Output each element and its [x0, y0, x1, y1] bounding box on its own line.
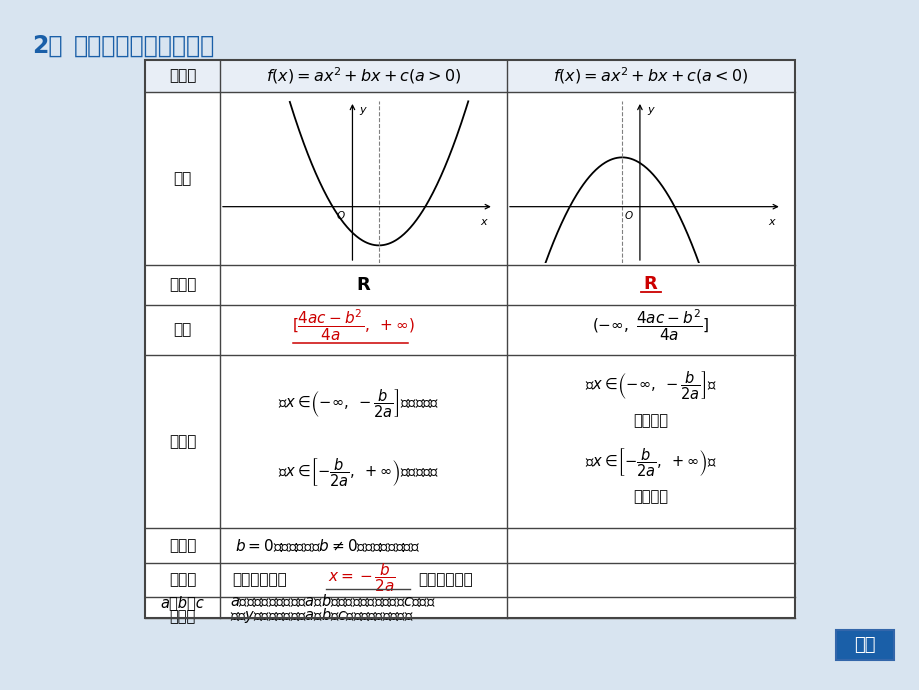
Text: 图象: 图象	[173, 171, 191, 186]
Text: $a$决定图象开口方向，$a$与$b$共同决定对称轴位置，$c$决定图: $a$决定图象开口方向，$a$与$b$共同决定对称轴位置，$c$决定图	[230, 592, 436, 609]
Bar	[145, 60, 794, 618]
Text: 图象关于直线: 图象关于直线	[232, 573, 287, 587]
Text: $y$: $y$	[646, 105, 655, 117]
Text: $f(x)=ax^2+bx+c(a>0)$: $f(x)=ax^2+bx+c(a>0)$	[266, 66, 460, 86]
Text: 定义域: 定义域	[168, 277, 196, 293]
Text: 的作用: 的作用	[169, 609, 196, 624]
Text: $b=0$时为偶函数，$b\neq 0$时为非奇非偶函数: $b=0$时为偶函数，$b\neq 0$时为非奇非偶函数	[234, 537, 420, 554]
Text: a、b、c: a、b、c	[161, 595, 204, 610]
Text: $x$: $x$	[767, 217, 777, 227]
Text: $\mathbf{R}$: $\mathbf{R}$	[642, 275, 658, 293]
Text: $(-\infty,\ \dfrac{4ac-b^2}{4a}]$: $(-\infty,\ \dfrac{4ac-b^2}{4a}]$	[592, 307, 709, 343]
Text: 奇偶性: 奇偶性	[168, 538, 196, 553]
Text: 成轴对称图形: 成轴对称图形	[417, 573, 472, 587]
Text: 值域: 值域	[173, 322, 191, 337]
Text: 对称性: 对称性	[168, 573, 196, 587]
Text: $x$: $x$	[480, 217, 489, 227]
Text: 在$x\in\!\left(-\infty,\ -\dfrac{b}{2a}\right]$上单调递减: 在$x\in\!\left(-\infty,\ -\dfrac{b}{2a}\r…	[278, 387, 438, 420]
Text: $O$: $O$	[335, 210, 346, 221]
Text: 单调递减: 单调递减	[633, 489, 668, 504]
Text: 单调递增: 单调递增	[633, 413, 668, 428]
Text: $[\dfrac{4ac-b^2}{4a},\ +\infty)$: $[\dfrac{4ac-b^2}{4a},\ +\infty)$	[291, 307, 414, 343]
Text: 在$x\in\!\left[-\dfrac{b}{2a},\ +\infty\right)$上单调递增: 在$x\in\!\left[-\dfrac{b}{2a},\ +\infty\r…	[278, 456, 438, 489]
Text: $y$: $y$	[358, 105, 368, 117]
Text: 在$x\in\!\left(-\infty,\ -\dfrac{b}{2a}\right]$上: 在$x\in\!\left(-\infty,\ -\dfrac{b}{2a}\r…	[584, 370, 716, 402]
Text: 二次函数的图象和性质: 二次函数的图象和性质	[74, 34, 215, 58]
Text: 象与$y$轴的交点位置，$a$、$b$、$c$共同决定图象的顶点: 象与$y$轴的交点位置，$a$、$b$、$c$共同决定图象的顶点	[230, 606, 414, 625]
Text: 2．: 2．	[32, 34, 62, 58]
Text: $x=-\dfrac{b}{2a}$: $x=-\dfrac{b}{2a}$	[328, 562, 395, 594]
Text: $O$: $O$	[623, 210, 632, 221]
Text: 目录: 目录	[854, 636, 875, 654]
Text: 单调性: 单调性	[168, 434, 196, 449]
Text: 在$x\in\!\left[-\dfrac{b}{2a},\ +\infty\right)$上: 在$x\in\!\left[-\dfrac{b}{2a},\ +\infty\r…	[584, 446, 716, 479]
Text: 解析式: 解析式	[168, 68, 196, 83]
Text: $\mathbf{R}$: $\mathbf{R}$	[356, 276, 370, 294]
Text: $f(x)=ax^2+bx+c(a<0)$: $f(x)=ax^2+bx+c(a<0)$	[552, 66, 748, 86]
FancyBboxPatch shape	[835, 630, 893, 660]
